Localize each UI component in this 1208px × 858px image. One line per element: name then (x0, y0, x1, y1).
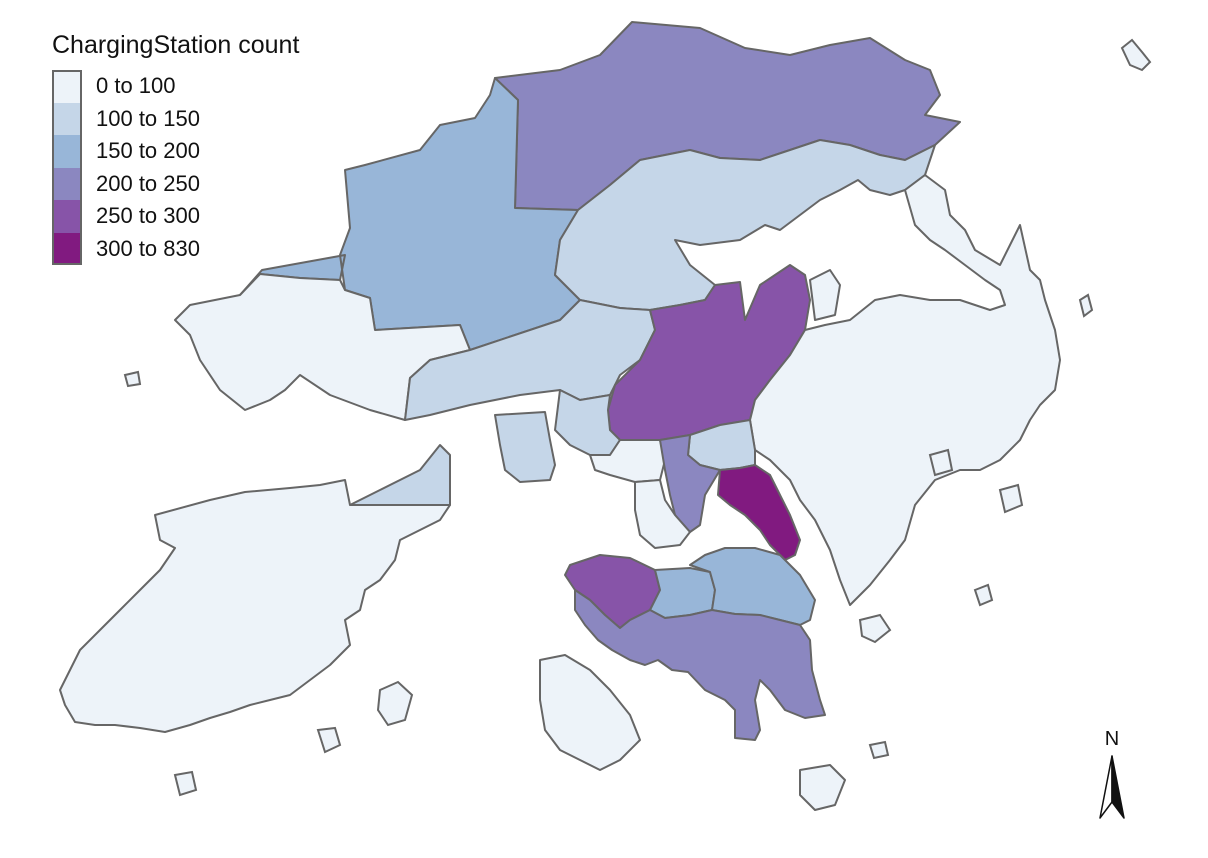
district-wan-chai (649, 567, 716, 619)
legend-swatch (52, 232, 82, 265)
district-kwun-tong (717, 464, 801, 561)
islet (316, 726, 342, 754)
legend-swatch (52, 102, 82, 135)
legend-items: 0 to 100 100 to 150 150 to 200 200 to 25… (52, 70, 299, 265)
legend-label: 100 to 150 (96, 105, 200, 131)
islet (123, 370, 142, 388)
district-kowloon-city (659, 434, 721, 533)
islet (173, 770, 198, 797)
legend-label: 300 to 830 (96, 235, 200, 261)
legend-title: ChargingStation count (52, 31, 300, 59)
islet (858, 613, 892, 644)
legend-item: 0 to 100 (52, 70, 299, 103)
islet (1078, 293, 1094, 318)
district-islands (59, 479, 846, 811)
legend-swatch (52, 200, 82, 233)
islet (376, 680, 414, 727)
legend-swatch (52, 135, 82, 168)
legend-item: 200 to 250 (52, 167, 299, 200)
legend-label: 0 to 100 (96, 73, 176, 99)
district-eastern (689, 547, 816, 626)
district-southern (574, 589, 826, 741)
north-arrow: N (1090, 728, 1134, 824)
district-yau-tsim-mong (634, 479, 691, 549)
islet (973, 583, 994, 607)
legend-item: 150 to 200 (52, 135, 299, 168)
islet (1120, 38, 1152, 72)
legend-item: 250 to 300 (52, 200, 299, 233)
district-sai-kung (749, 174, 1061, 606)
legend: ChargingStation count 0 to 100 100 to 15… (52, 30, 299, 265)
legend-item: 300 to 830 (52, 232, 299, 265)
legend-swatch (52, 70, 82, 103)
islet (928, 448, 954, 477)
legend-label: 150 to 200 (96, 138, 200, 164)
legend-swatch (52, 167, 82, 200)
north-arrow-icon (1099, 755, 1125, 819)
north-arrow-label: N (1104, 728, 1120, 750)
legend-label: 200 to 250 (96, 170, 200, 196)
legend-label: 250 to 300 (96, 203, 200, 229)
district-tuen-mun (174, 273, 471, 421)
legend-item: 100 to 150 (52, 102, 299, 135)
islet (868, 740, 890, 760)
islet (998, 483, 1024, 514)
